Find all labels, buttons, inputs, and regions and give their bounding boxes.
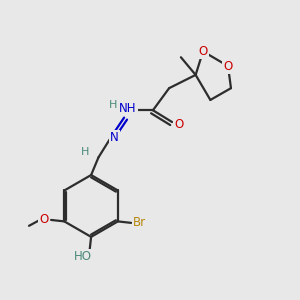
Text: H: H [109,100,117,110]
Text: O: O [224,60,233,73]
Text: O: O [198,45,208,58]
Text: O: O [174,118,183,131]
Text: O: O [39,213,48,226]
Text: N: N [110,131,119,144]
Text: H: H [81,147,89,157]
Text: HO: HO [74,250,92,263]
Text: Br: Br [133,216,146,230]
Text: NH: NH [119,102,137,115]
